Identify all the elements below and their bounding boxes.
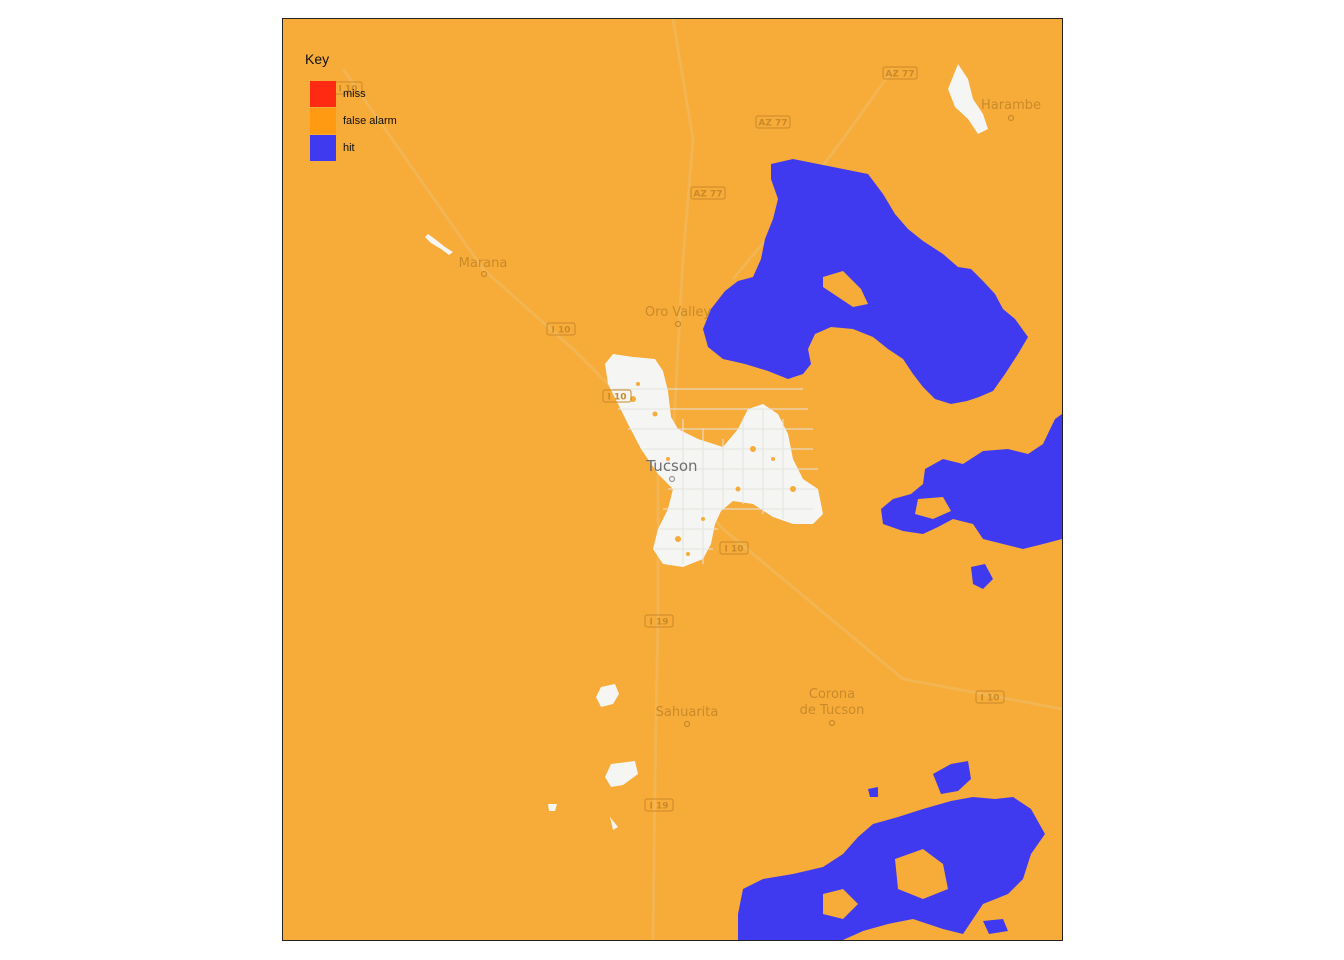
shield-i19-a: I 19 bbox=[644, 614, 674, 628]
place-marana: Marana bbox=[459, 256, 508, 271]
legend-swatch-miss bbox=[310, 80, 336, 107]
shield-i10-b: I 10 bbox=[546, 322, 576, 336]
svg-text:AZ 77: AZ 77 bbox=[885, 70, 914, 80]
svg-text:I 10: I 10 bbox=[551, 326, 570, 336]
place-harambe-marker bbox=[1007, 114, 1015, 122]
svg-text:I 19: I 19 bbox=[649, 802, 668, 812]
shield-az77-b: AZ 77 bbox=[755, 115, 791, 129]
svg-text:I 10: I 10 bbox=[338, 85, 357, 95]
legend-label-false-alarm: false alarm bbox=[343, 114, 397, 127]
place-oro-valley: Oro Valley bbox=[645, 305, 711, 320]
place-harambe: Harambe bbox=[981, 98, 1041, 113]
shield-i19-b: I 19 bbox=[644, 798, 674, 812]
legend-swatch-hit bbox=[310, 134, 336, 161]
svg-text:I 10: I 10 bbox=[724, 545, 743, 555]
map-panel[interactable]: Marana Oro Valley Tucson Harambe Sahuari… bbox=[282, 18, 1063, 941]
shield-i10-c: I 10 bbox=[602, 389, 632, 403]
legend-label-hit: hit bbox=[343, 141, 355, 154]
street-grid bbox=[613, 388, 818, 564]
shield-az77-a: AZ 77 bbox=[882, 66, 918, 80]
place-corona-marker bbox=[828, 719, 836, 727]
svg-text:AZ 77: AZ 77 bbox=[693, 190, 722, 200]
place-corona-line2: de Tucson bbox=[800, 703, 865, 718]
svg-text:I 10: I 10 bbox=[607, 393, 626, 403]
legend-item-miss: miss bbox=[305, 80, 425, 107]
tucson-urban-area bbox=[425, 64, 988, 830]
svg-text:I 19: I 19 bbox=[649, 618, 668, 628]
shield-i10-d: I 10 bbox=[719, 541, 749, 555]
legend-swatch-false-alarm bbox=[310, 107, 336, 134]
hit-regions bbox=[703, 159, 1062, 940]
map-canvas[interactable]: Marana Oro Valley Tucson Harambe Sahuari… bbox=[283, 19, 1062, 940]
legend-label-miss: miss bbox=[343, 87, 366, 100]
place-sahuarita-marker bbox=[683, 720, 691, 728]
place-oro-valley-marker bbox=[674, 320, 682, 328]
place-tucson-marker bbox=[668, 475, 676, 483]
place-sahuarita: Sahuarita bbox=[656, 705, 719, 720]
place-corona-line1: Corona bbox=[809, 687, 855, 702]
legend-title: Key bbox=[305, 51, 330, 67]
shield-i10-e: I 10 bbox=[975, 690, 1005, 704]
urban-speckles bbox=[630, 382, 796, 556]
hit-holes bbox=[823, 271, 951, 919]
svg-text:AZ 77: AZ 77 bbox=[758, 119, 787, 129]
legend-item-false-alarm: false alarm bbox=[305, 107, 425, 134]
svg-text:I 10: I 10 bbox=[980, 694, 999, 704]
place-marana-marker bbox=[480, 270, 488, 278]
shield-az77-c: AZ 77 bbox=[690, 186, 726, 200]
legend-item-hit: hit bbox=[305, 134, 425, 161]
map-legend: Key miss false alarm hit bbox=[305, 51, 425, 161]
place-tucson: Tucson bbox=[645, 457, 697, 475]
